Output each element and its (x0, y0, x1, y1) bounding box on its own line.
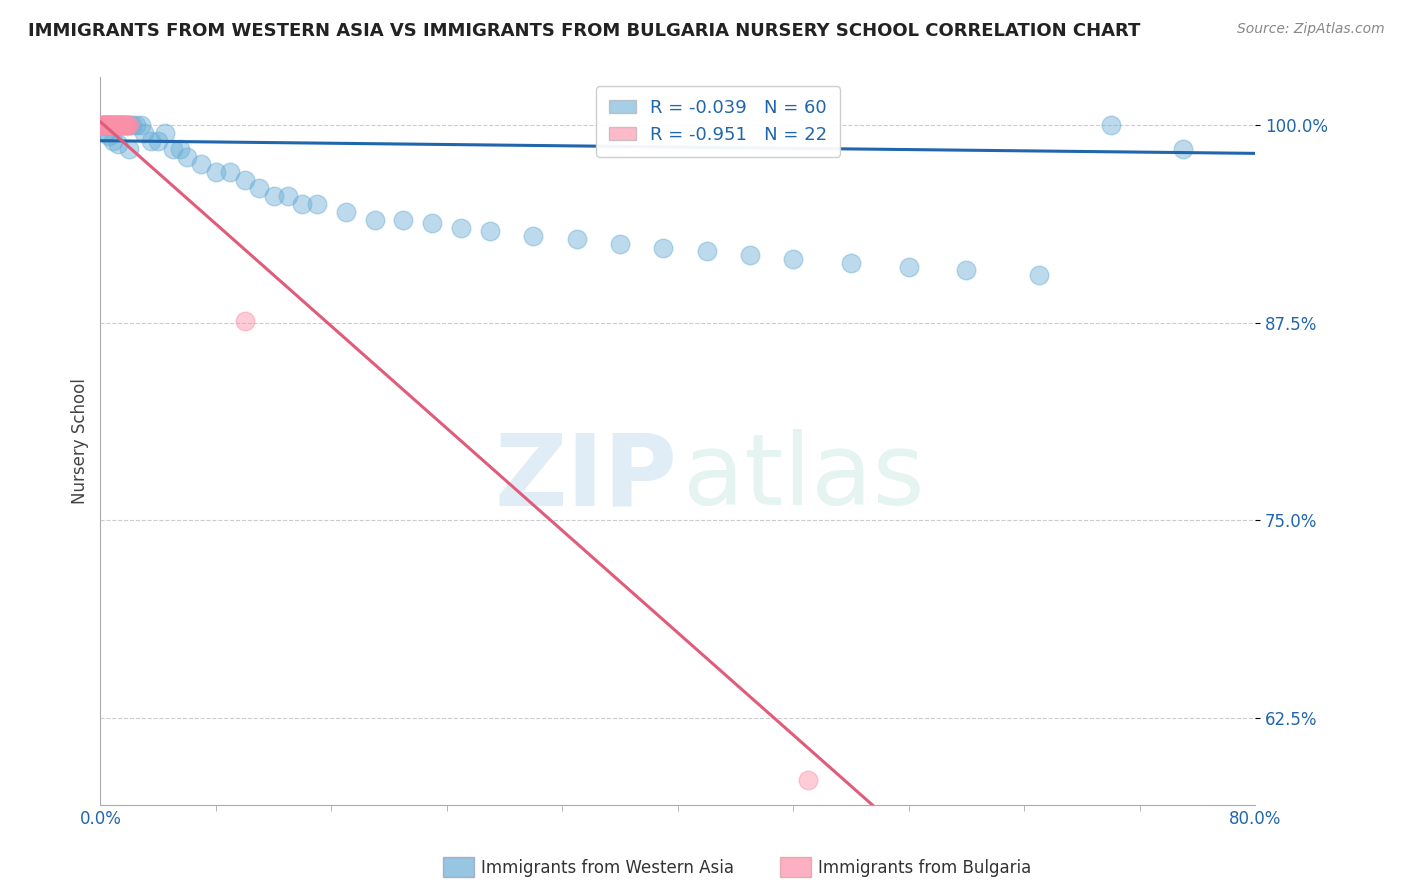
Point (305, 197, 328, 211)
Point (609, 236, 631, 251)
Point (233, 314, 256, 328)
Point (94, 118, 117, 132)
Text: Immigrants from Western Asia: Immigrants from Western Asia (481, 859, 734, 877)
Point (105, 118, 128, 132)
Point (129, 118, 152, 132)
Point (839, 255, 862, 269)
Point (1099, 118, 1122, 132)
Point (479, 224, 502, 238)
Text: ZIP: ZIP (495, 429, 678, 526)
Point (115, 118, 138, 132)
Point (522, 228, 544, 243)
Point (103, 118, 125, 132)
Point (101, 118, 124, 132)
Point (114, 118, 136, 132)
Point (565, 232, 588, 246)
Point (118, 118, 141, 132)
Point (190, 157, 212, 171)
Point (91, 118, 114, 132)
Text: atlas: atlas (683, 429, 925, 526)
Point (782, 252, 804, 267)
Point (107, 118, 129, 132)
Point (132, 126, 155, 140)
Point (105, 118, 128, 132)
Point (108, 118, 131, 132)
Point (91, 118, 114, 132)
Point (112, 118, 135, 132)
Point (796, 772, 818, 787)
Text: Source: ZipAtlas.com: Source: ZipAtlas.com (1237, 22, 1385, 37)
Point (450, 220, 472, 235)
Point (93, 118, 115, 132)
Point (1171, 142, 1194, 156)
Point (97, 118, 120, 132)
Point (98, 118, 121, 132)
Point (155, 126, 177, 140)
Text: IMMIGRANTS FROM WESTERN ASIA VS IMMIGRANTS FROM BULGARIA NURSERY SCHOOL CORRELAT: IMMIGRANTS FROM WESTERN ASIA VS IMMIGRAN… (28, 22, 1140, 40)
Text: Immigrants from Bulgaria: Immigrants from Bulgaria (818, 859, 1032, 877)
Point (121, 118, 143, 132)
Point (104, 118, 127, 132)
Point (111, 118, 134, 132)
Point (1028, 268, 1050, 282)
Point (162, 142, 184, 156)
Point (103, 134, 125, 148)
Point (100, 118, 122, 132)
Point (897, 260, 920, 275)
Legend: R = -0.039   N = 60, R = -0.951   N = 22: R = -0.039 N = 60, R = -0.951 N = 22 (596, 87, 839, 157)
Point (117, 118, 139, 132)
Point (125, 118, 148, 132)
Y-axis label: Nursery School: Nursery School (72, 378, 89, 504)
Point (103, 118, 125, 132)
Point (263, 189, 285, 203)
Point (112, 118, 135, 132)
Point (107, 136, 129, 151)
Point (738, 247, 761, 261)
Point (107, 118, 129, 132)
Point (90, 118, 112, 132)
Point (335, 205, 357, 219)
Point (94, 118, 117, 132)
Point (420, 216, 443, 230)
Point (139, 134, 162, 148)
Point (233, 173, 256, 187)
Point (955, 263, 977, 277)
Point (101, 118, 124, 132)
Point (204, 165, 226, 179)
Point (652, 241, 675, 255)
Point (110, 118, 132, 132)
Point (98, 118, 121, 132)
Point (111, 118, 134, 132)
Point (176, 149, 198, 163)
Point (291, 197, 314, 211)
Point (118, 118, 141, 132)
Point (108, 118, 131, 132)
Point (90, 118, 112, 132)
Point (100, 118, 122, 132)
Point (98, 128, 121, 143)
Point (93, 126, 115, 140)
Point (118, 142, 141, 156)
Point (97, 118, 120, 132)
Point (146, 134, 169, 148)
Point (277, 189, 299, 203)
Point (392, 212, 415, 227)
Point (115, 118, 138, 132)
Point (363, 212, 385, 227)
Point (169, 142, 191, 156)
Point (247, 181, 270, 195)
Point (696, 244, 718, 259)
Point (104, 118, 127, 132)
Point (219, 165, 242, 179)
Point (93, 118, 115, 132)
